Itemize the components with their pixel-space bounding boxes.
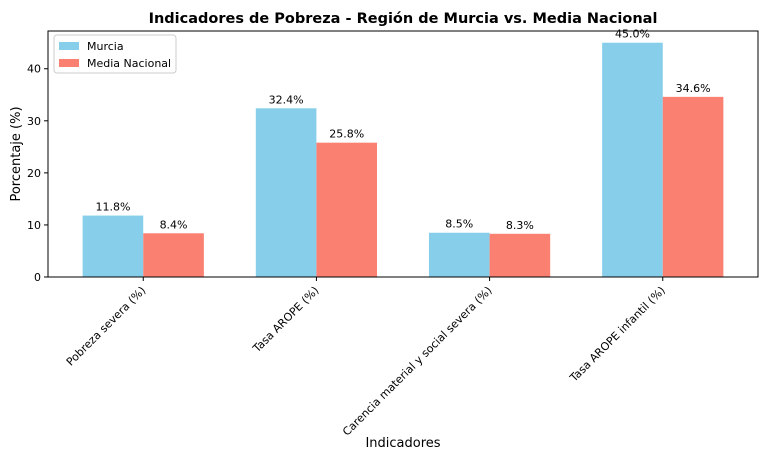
data-label: 32.4% bbox=[269, 93, 304, 106]
bar-media-nacional bbox=[489, 233, 551, 277]
legend-swatch bbox=[59, 59, 79, 67]
plot-frame bbox=[47, 30, 759, 278]
data-label: 45.0% bbox=[615, 28, 650, 41]
x-tick-label: Tasa AROPE (%) bbox=[250, 284, 322, 356]
legend-box bbox=[53, 34, 177, 74]
data-label: 34.6% bbox=[676, 82, 711, 95]
y-axis: 0 10 20 30 40 bbox=[27, 63, 48, 284]
y-tick-label: 40 bbox=[27, 63, 41, 76]
data-label: 8.3% bbox=[506, 219, 534, 232]
x-tick-label: Tasa AROPE infantil (%) bbox=[567, 284, 668, 385]
chart-title: Indicadores de Pobreza - Región de Murci… bbox=[149, 11, 658, 27]
bar-media-nacional bbox=[316, 142, 378, 277]
legend-swatch bbox=[59, 42, 79, 50]
x-tick-label: Pobreza severa (%) bbox=[64, 284, 149, 369]
data-label: 25.8% bbox=[329, 128, 364, 141]
legend: Murcia Media Nacional bbox=[53, 34, 177, 74]
bar-media-nacional bbox=[143, 233, 204, 277]
y-tick-label: 10 bbox=[27, 219, 41, 232]
bar-murcia bbox=[428, 232, 490, 277]
data-label: 8.5% bbox=[445, 218, 473, 231]
bars-layer bbox=[82, 42, 724, 277]
legend-label: Murcia bbox=[87, 40, 124, 53]
bar-media-nacional bbox=[662, 96, 724, 277]
data-label: 11.8% bbox=[95, 201, 130, 214]
legend-label: Media Nacional bbox=[87, 57, 171, 70]
bar-murcia bbox=[82, 215, 144, 277]
y-axis-label: Porcentaje (%) bbox=[9, 106, 24, 201]
x-axis: Pobreza severa (%) Tasa AROPE (%) Carencia… bbox=[64, 277, 668, 439]
data-label: 8.4% bbox=[160, 218, 188, 231]
y-tick-label: 20 bbox=[27, 167, 41, 180]
y-tick-label: 0 bbox=[34, 271, 41, 284]
x-tick-label: Carencia material y social severa (%) bbox=[340, 284, 495, 439]
bar-murcia bbox=[255, 108, 317, 277]
bar-murcia bbox=[602, 42, 663, 277]
y-tick-label: 30 bbox=[27, 115, 41, 128]
x-axis-label: Indicadores bbox=[365, 436, 440, 451]
